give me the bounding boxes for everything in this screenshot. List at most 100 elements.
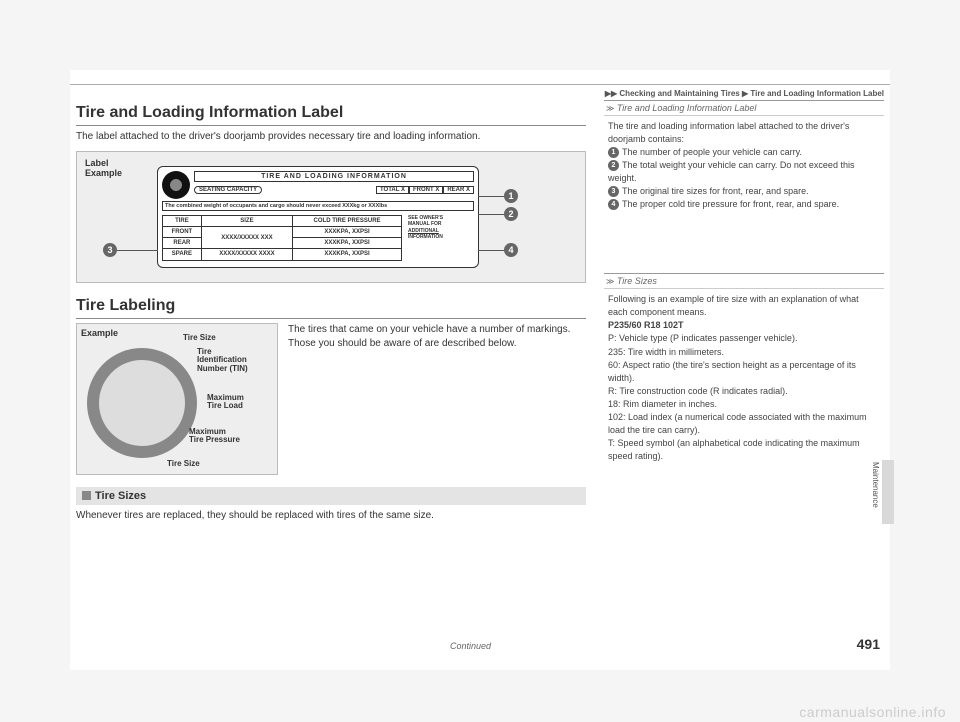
callout-line	[478, 196, 504, 197]
td: FRONT	[163, 226, 202, 237]
td: XXXX/XXXXX XXXX	[201, 249, 292, 260]
callout-2: 2	[504, 207, 518, 221]
td: XXXX/XXXXX XXX	[201, 226, 292, 249]
sidebar-line: R: Tire construction code (R indicates r…	[608, 385, 880, 398]
label-tire-size-2: Tire Size	[167, 460, 200, 469]
bullet-1-icon: 1	[608, 147, 619, 158]
subsection-header: Tire Sizes	[76, 487, 586, 505]
figure-caption: Label Example	[85, 158, 122, 180]
owners-text: SEE OWNER'S MANUAL FOR ADDITIONAL INFORM…	[408, 215, 474, 241]
breadcrumb-a: Checking and Maintaining Tires	[619, 89, 739, 98]
total-box: TOTAL X	[376, 186, 409, 194]
section-title: Tire Labeling	[76, 297, 586, 319]
sidebar-bullet: 2The total weight your vehicle can carry…	[608, 159, 880, 185]
label-max-load: Maximum Tire Load	[207, 394, 244, 412]
label-tire-size: Tire Size	[183, 334, 216, 343]
page-number: 491	[857, 636, 880, 652]
label-max-pressure: Maximum Tire Pressure	[189, 428, 240, 446]
sidebar-head-text: Tire and Loading Information Label	[617, 103, 757, 113]
callout-line	[478, 250, 504, 251]
sidebar-line: 235: Tire width in millimeters.	[608, 346, 880, 359]
page-footer: Continued 491	[70, 636, 880, 652]
main-column: Tire and Loading Information Label The l…	[76, 100, 586, 529]
sidebar-column: ≫ Tire and Loading Information Label The…	[604, 100, 884, 529]
sidebar-body: The tire and loading information label a…	[604, 116, 884, 211]
page: ▶▶ Checking and Maintaining Tires ▶ Tire…	[70, 70, 890, 670]
figure-label-example: Label Example TIRE AND LOADING INFORMATI…	[76, 151, 586, 283]
td: SPARE	[163, 249, 202, 260]
tire-icon	[162, 171, 190, 199]
bullet-text: The total weight your vehicle can carry.…	[608, 160, 854, 183]
continued-label: Continued	[450, 641, 491, 651]
sidebar-line: P: Vehicle type (P indicates passenger v…	[608, 332, 880, 345]
breadcrumb-b: Tire and Loading Information Label	[750, 89, 884, 98]
subsection-title: Tire Sizes	[95, 490, 146, 502]
chevron-icon: ≫	[606, 277, 614, 286]
sidebar-bullet: 3The original tire sizes for front, rear…	[608, 185, 880, 198]
td: XXXKPA, XXPSI	[293, 238, 402, 249]
header-rule	[70, 84, 890, 85]
td: XXXKPA, XXPSI	[293, 226, 402, 237]
bullet-text: The proper cold tire pressure for front,…	[622, 199, 839, 209]
sidebar-intro: Following is an example of tire size wit…	[608, 293, 880, 319]
th: TIRE	[163, 215, 202, 226]
sidebar-line: 102: Load index (a numerical code associ…	[608, 411, 880, 437]
breadcrumb: ▶▶ Checking and Maintaining Tires ▶ Tire…	[70, 89, 890, 100]
seating-capacity: SEATING CAPACITY	[194, 186, 262, 194]
bullet-text: The original tire sizes for front, rear,…	[622, 186, 809, 196]
sidebar-block: ≫ Tire and Loading Information Label The…	[604, 100, 884, 211]
figure-caption: Example	[81, 328, 118, 338]
front-box: FRONT X	[409, 186, 443, 194]
chevron-icon: ≫	[606, 104, 614, 113]
callout-4: 4	[504, 243, 518, 257]
sidebar-bullet: 4The proper cold tire pressure for front…	[608, 198, 880, 211]
tire-grid: TIRE SIZE COLD TIRE PRESSURE FRONT XXXX/…	[162, 215, 402, 261]
sidebar-block: ≫ Tire Sizes Following is an example of …	[604, 273, 884, 463]
callout-3: 3	[103, 243, 117, 257]
sidebar-line: 18: Rim diameter in inches.	[608, 398, 880, 411]
th: COLD TIRE PRESSURE	[293, 215, 402, 226]
body-text: The label attached to the driver's doorj…	[76, 130, 586, 145]
watermark: carmanualsonline.info	[799, 704, 946, 720]
owners-line: INFORMATION	[408, 234, 474, 241]
sidebar-bullet: 1The number of people your vehicle can c…	[608, 146, 880, 159]
weight-row: The combined weight of occupants and car…	[162, 201, 474, 211]
callout-line	[478, 214, 504, 215]
bullet-3-icon: 3	[608, 186, 619, 197]
body-text: Whenever tires are replaced, they should…	[76, 509, 586, 524]
figure-tire-markings: Example Tire Size Tire Identification Nu…	[76, 323, 278, 475]
body-text: The tires that came on your vehicle have…	[288, 323, 586, 475]
tire-circle-icon	[87, 348, 197, 458]
figure-caption-text: Label Example	[85, 158, 122, 179]
section-title: Tire and Loading Information Label	[76, 104, 586, 126]
line: Number (TIN)	[197, 365, 248, 374]
seating-row: SEATING CAPACITY TOTAL X FRONT X REAR X	[194, 186, 474, 194]
sidebar-intro: The tire and loading information label a…	[608, 120, 880, 146]
section-tab-label: Maintenance	[871, 462, 880, 508]
rear-box: REAR X	[443, 186, 474, 194]
callout-line	[117, 250, 158, 251]
square-icon	[82, 491, 91, 500]
tire-code: P235/60 R18 102T	[608, 319, 880, 332]
line: Tire Pressure	[189, 436, 240, 445]
label-tin: Tire Identification Number (TIN)	[197, 348, 248, 374]
sidebar-head-text: Tire Sizes	[617, 276, 657, 286]
bullet-2-icon: 2	[608, 160, 619, 171]
sidebar-body: Following is an example of tire size wit…	[604, 289, 884, 463]
chevron-icon: ▶	[611, 89, 617, 98]
th: SIZE	[201, 215, 292, 226]
line: Tire Load	[207, 402, 244, 411]
bullet-text: The number of people your vehicle can ca…	[622, 147, 802, 157]
spacer	[604, 223, 884, 273]
sidebar-line: 60: Aspect ratio (the tire's section hei…	[608, 359, 880, 385]
callout-1: 1	[504, 189, 518, 203]
sidebar-head: ≫ Tire Sizes	[604, 273, 884, 289]
sidebar-head: ≫ Tire and Loading Information Label	[604, 100, 884, 116]
td: REAR	[163, 238, 202, 249]
sidebar-line: T: Speed symbol (an alphabetical code in…	[608, 437, 880, 463]
td: XXXKPA, XXPSI	[293, 249, 402, 260]
tire-info-label: TIRE AND LOADING INFORMATION SEATING CAP…	[157, 166, 479, 268]
chevron-icon: ▶	[742, 89, 748, 98]
label-title: TIRE AND LOADING INFORMATION	[194, 171, 474, 182]
section-tab	[882, 460, 894, 524]
